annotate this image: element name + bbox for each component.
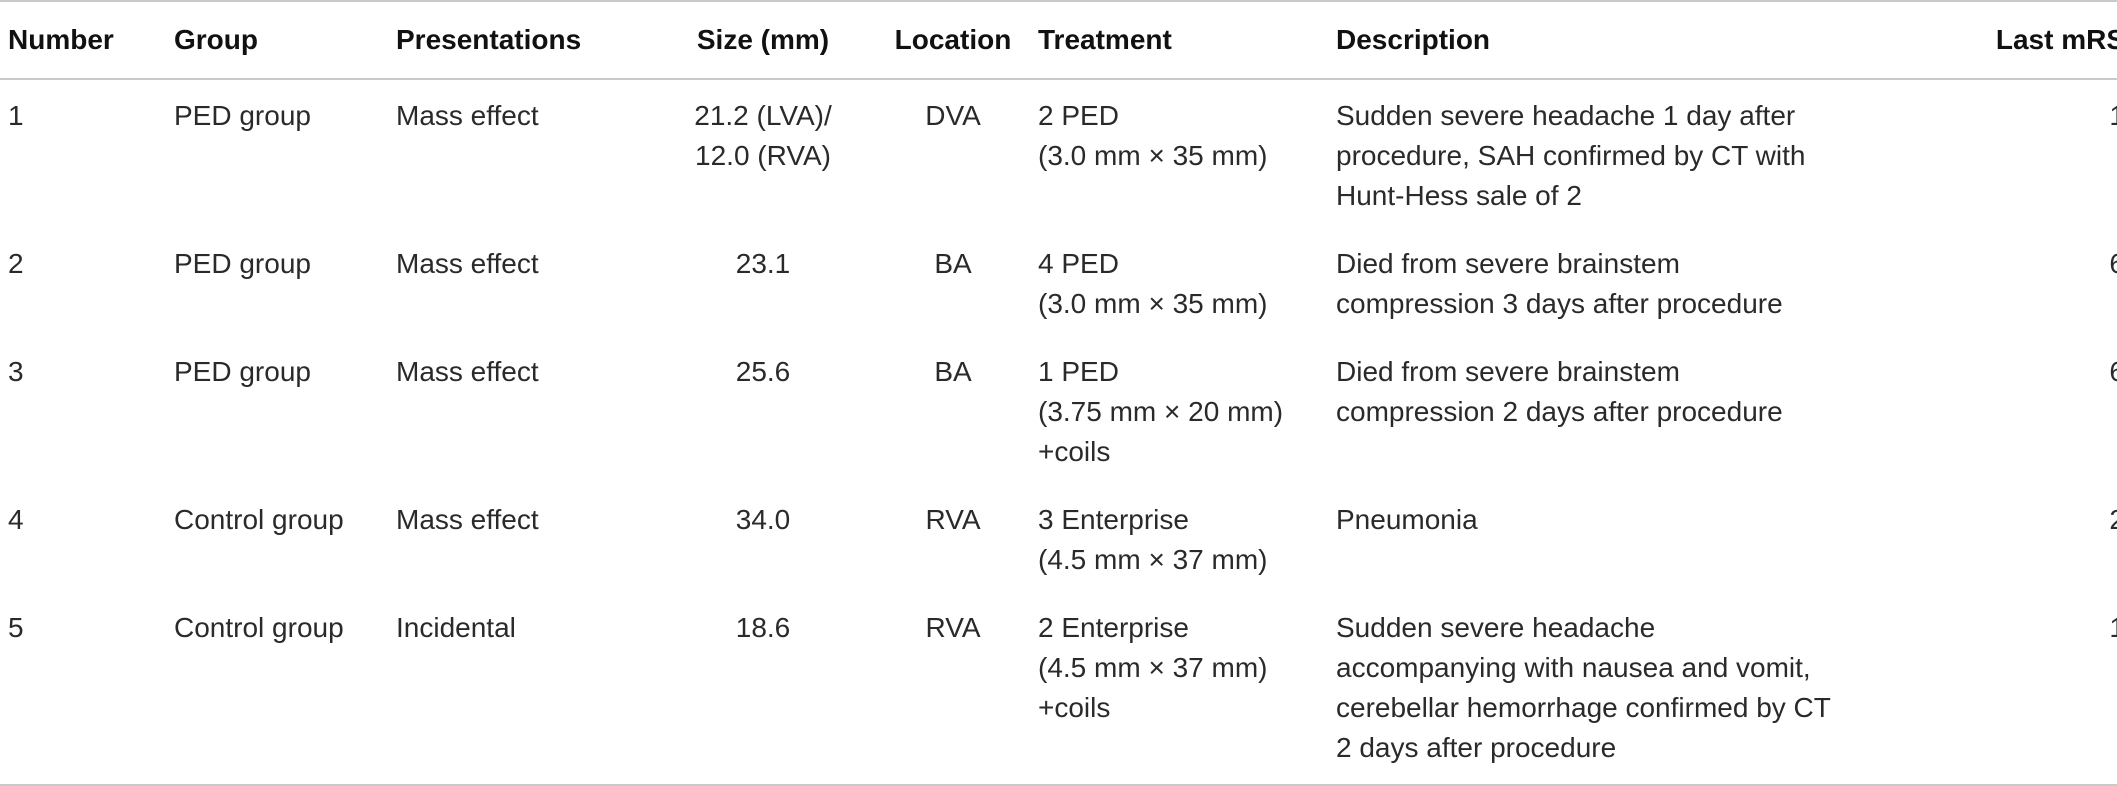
cell-treatment: 2 PED (3.0 mm × 35 mm) (1038, 79, 1336, 230)
cell-presentation: Mass effect (396, 504, 539, 535)
cell-treatment-line: 2 Enterprise (1038, 612, 1189, 643)
cell-size-line: 21.2 (LVA)/ (694, 100, 832, 131)
table-row: 5 Control group Incidental 18.6 RVA 2 Enterpr… (0, 594, 2117, 785)
cell-number: 5 (8, 612, 24, 643)
header-last-mrs: Last mRS (1995, 24, 2117, 55)
cell-description-line: accompanying with nausea and vomit, (1336, 652, 1811, 683)
cell-group: PED group (174, 248, 311, 279)
header-treatment: Treatment (1038, 24, 1172, 55)
cell-description-line: 2 days after procedure (1336, 732, 1617, 763)
cell-number: 4 (8, 504, 24, 535)
cell-size-line: 12.0 (RVA) (695, 140, 831, 171)
table-row: 1 PED group Mass effect 21.2 (LVA)/ 12.0 (RV… (0, 79, 2117, 230)
cell-treatment-line: 2 PED (1038, 100, 1119, 131)
cell-size: 23.1 (658, 230, 868, 338)
cell-size: 18.6 (658, 594, 868, 785)
header-row: Number Group Presentations Size (mm) Loc… (0, 1, 2117, 79)
cell-location: RVA (925, 504, 981, 535)
header-size: Size (mm) (696, 24, 830, 55)
cell-description: Sudden severe headache accompanying with … (1336, 594, 1896, 785)
cell-description-line: Pneumonia (1336, 504, 1478, 535)
cell-description-line: Sudden severe headache (1336, 612, 1656, 643)
cell-group: PED group (174, 356, 311, 387)
table-body: 1 PED group Mass effect 21.2 (LVA)/ 12.0 (RV… (0, 79, 2117, 785)
header-location: Location (894, 24, 1012, 55)
cell-presentation: Incidental (396, 612, 516, 643)
cell-treatment-line: (4.5 mm × 37 mm) (1038, 652, 1268, 683)
cell-treatment-line: (3.0 mm × 35 mm) (1038, 288, 1268, 319)
cell-group: Control group (174, 504, 344, 535)
table-header: Number Group Presentations Size (mm) Loc… (0, 1, 2117, 79)
cell-treatment-line: (4.5 mm × 37 mm) (1038, 544, 1268, 575)
header-presentations: Presentations (396, 24, 582, 55)
cell-description-line: procedure, SAH confirmed by CT with (1336, 140, 1806, 171)
cell-group: Control group (174, 612, 344, 643)
cell-description-line: compression 2 days after procedure (1336, 396, 1783, 427)
cell-treatment-line: 3 Enterprise (1038, 504, 1189, 535)
cell-description-line: compression 3 days after procedure (1336, 288, 1783, 319)
cell-description: Pneumonia (1336, 486, 1896, 594)
cell-treatment-line: +coils (1038, 692, 1111, 723)
cell-number: 3 (8, 356, 24, 387)
cell-description-line: Sudden severe headache 1 day after (1336, 100, 1796, 131)
cell-location: BA (934, 248, 972, 279)
cell-number: 2 (8, 248, 24, 279)
cell-number: 1 (8, 100, 24, 131)
cell-treatment: 2 Enterprise (4.5 mm × 37 mm) +coils (1038, 594, 1336, 785)
cell-size: 34.0 (658, 486, 868, 594)
table-row: 2 PED group Mass effect 23.1 BA 4 PED (3.0 mm … (0, 230, 2117, 338)
cell-description: Died from severe brainstem compression 2 … (1336, 338, 1896, 486)
cell-treatment-line: +coils (1038, 436, 1111, 467)
cell-size: 25.6 (658, 338, 868, 486)
cell-size-line: 34.0 (735, 504, 791, 535)
cell-size: 21.2 (LVA)/ 12.0 (RVA) (658, 79, 868, 230)
cell-location: DVA (925, 100, 981, 131)
table-row: 4 Control group Mass effect 34.0 RVA 3 Enterp… (0, 486, 2117, 594)
header-number: Number (8, 24, 114, 55)
cell-location: RVA (925, 612, 981, 643)
cell-group: PED group (174, 100, 311, 131)
cell-description-line: Died from severe brainstem (1336, 356, 1680, 387)
cell-last-mrs: 2 (1896, 486, 2117, 594)
cell-treatment-line: (3.75 mm × 20 mm) (1038, 396, 1284, 427)
cell-treatment: 4 PED (3.0 mm × 35 mm) (1038, 230, 1336, 338)
cell-last-mrs: 1 (1896, 79, 2117, 230)
cell-description-line: Died from severe brainstem (1336, 248, 1680, 279)
cell-presentation: Mass effect (396, 248, 539, 279)
header-description: Description (1336, 24, 1491, 55)
cell-treatment: 3 Enterprise (4.5 mm × 37 mm) (1038, 486, 1336, 594)
cell-last-mrs: 6 (1896, 230, 2117, 338)
cell-presentation: Mass effect (396, 356, 539, 387)
table-row: 3 PED group Mass effect 25.6 BA 1 PED (3.75 mm… (0, 338, 2117, 486)
cell-size-line: 25.6 (735, 356, 791, 387)
cell-size-line: 18.6 (735, 612, 791, 643)
cell-description-line: cerebellar hemorrhage confirmed by CT (1336, 692, 1831, 723)
cell-last-mrs: 1 (1896, 594, 2117, 785)
cell-description: Died from severe brainstem compression 3 … (1336, 230, 1896, 338)
cell-location: BA (934, 356, 972, 387)
header-group: Group (174, 24, 258, 55)
cell-treatment-line: 1 PED (1038, 356, 1119, 387)
cell-treatment-line: (3.0 mm × 35 mm) (1038, 140, 1268, 171)
cell-description: Sudden severe headache 1 day after proced… (1336, 79, 1896, 230)
cell-last-mrs: 6 (1896, 338, 2117, 486)
cell-presentation: Mass effect (396, 100, 539, 131)
cell-description-line: Hunt-Hess sale of 2 (1336, 180, 1582, 211)
cell-treatment-line: 4 PED (1038, 248, 1119, 279)
cell-size-line: 23.1 (735, 248, 791, 279)
cell-treatment: 1 PED (3.75 mm × 20 mm) +coils (1038, 338, 1336, 486)
